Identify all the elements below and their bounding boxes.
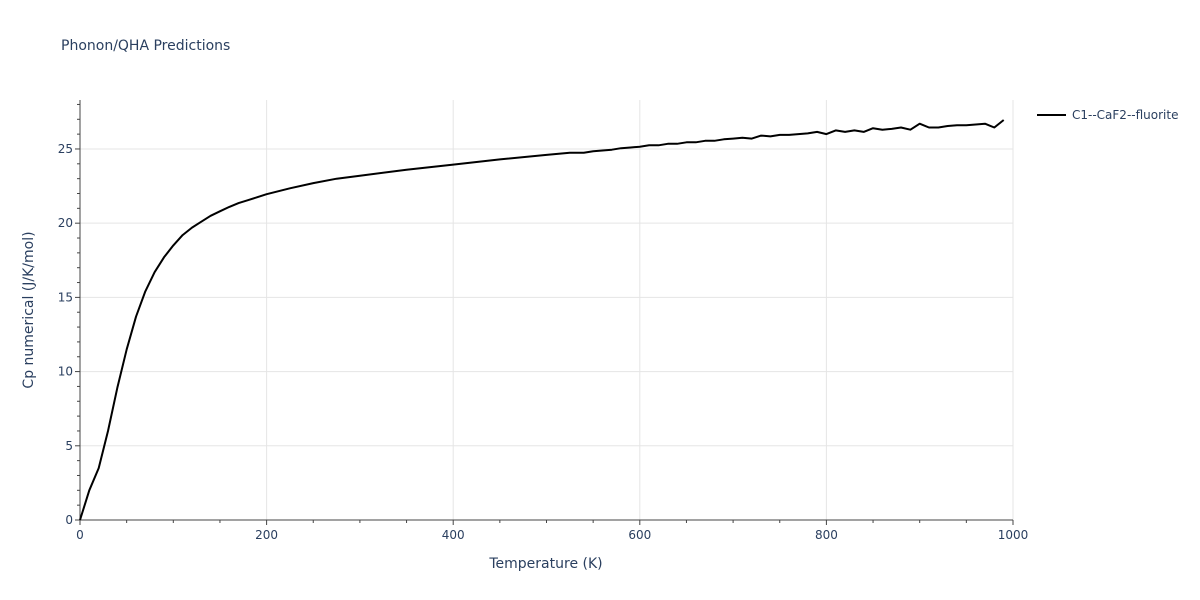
x-tick-label: 600: [628, 528, 651, 542]
x-tick-label: 1000: [998, 528, 1029, 542]
y-tick-label: 20: [58, 216, 73, 230]
series-layer: [79, 119, 1005, 521]
y-axis-title: Cp numerical (J/K/mol): [21, 231, 37, 388]
y-tick-label: 15: [58, 290, 73, 304]
x-axis-title: Temperature (K): [488, 556, 602, 572]
y-tick-label: 10: [58, 365, 73, 379]
x-tick-label: 0: [76, 528, 84, 542]
legend[interactable]: C1--CaF2--fluorite: [1037, 108, 1178, 122]
gridlines: [80, 100, 1014, 520]
x-tick-label: 200: [255, 528, 278, 542]
x-tick-label: 400: [442, 528, 465, 542]
series-line[interactable]: [79, 119, 1005, 521]
chart-title: Phonon/QHA Predictions: [61, 38, 230, 54]
x-tick-labels: 0 200 400 600 800 1000: [76, 528, 1028, 542]
axes: [75, 100, 1014, 525]
y-tick-label: 5: [65, 439, 73, 453]
legend-label: C1--CaF2--fluorite: [1072, 108, 1178, 122]
y-tick-label: 25: [58, 142, 73, 156]
y-tick-labels: 0 5 10 15 20 25: [58, 142, 73, 527]
y-tick-label: 0: [65, 513, 73, 527]
x-tick-label: 800: [815, 528, 838, 542]
